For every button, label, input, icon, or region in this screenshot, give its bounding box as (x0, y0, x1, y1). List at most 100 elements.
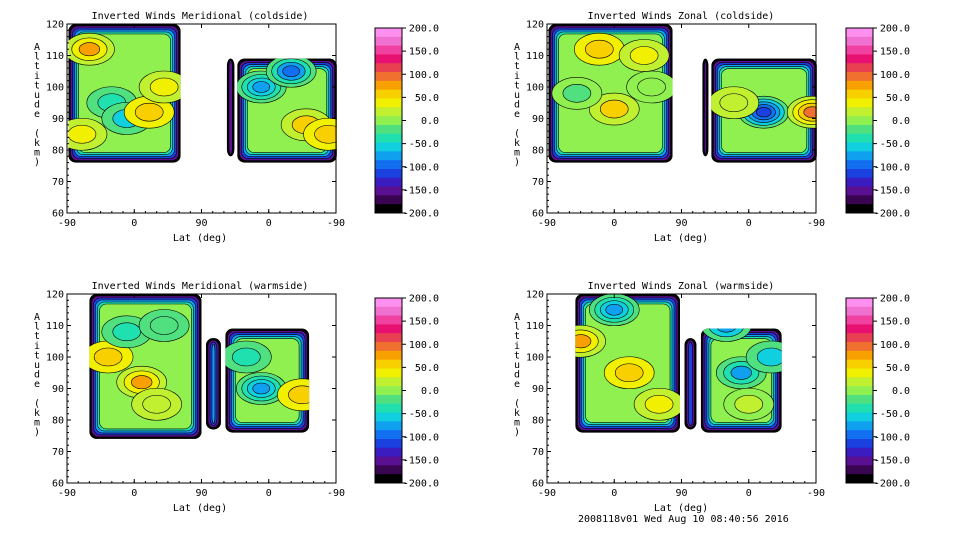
y-axis-label-char: d (514, 100, 520, 111)
y-tick-label: 110 (526, 51, 544, 62)
contour-blob-9 (282, 65, 300, 78)
y-tick-label: 90 (532, 114, 544, 125)
y-axis-label-char: l (34, 52, 40, 63)
y-axis-label-char: l (514, 322, 520, 333)
contour-blob-7 (288, 385, 310, 405)
wind-field (548, 24, 817, 163)
y-axis-label-char: d (514, 370, 520, 381)
contour-blob-6 (252, 382, 271, 395)
colorbar-swatch (846, 298, 873, 308)
contour-blob-5 (149, 77, 179, 97)
y-tick-label: 120 (46, 290, 64, 301)
x-tick-label: 0 (611, 488, 617, 499)
colorbar-swatch (846, 124, 873, 135)
colorbar-label: -50.0 (409, 409, 439, 420)
contour-blob-5 (142, 394, 171, 414)
colorbar-swatch (846, 403, 873, 414)
colorbar-label: 100.0 (880, 340, 910, 351)
y-tick-label: 100 (46, 83, 64, 94)
colorbar-label: -150.0 (874, 455, 910, 466)
colorbar-swatch (375, 36, 402, 47)
panel-2: Inverted Winds Zonal (coldside) 60 70 80 90 1… (514, 11, 910, 244)
y-axis-label-char: k (34, 408, 40, 419)
x-tick-label: -90 (807, 218, 825, 229)
colorbar-swatch (375, 168, 402, 179)
x-tick-label: 90 (675, 218, 687, 229)
y-axis-label-char: i (514, 341, 520, 352)
y-tick-label: 100 (526, 353, 544, 364)
panel-4: Inverted Winds Zonal (warmside) 60 70 80 90 1… (514, 281, 910, 514)
y-axis-label-char: u (514, 90, 520, 101)
y-tick-label: 110 (46, 321, 64, 332)
y-axis-label-char: t (34, 350, 40, 361)
colorbar-swatch (375, 98, 402, 108)
band-2-ring (704, 60, 707, 155)
colorbar-swatch (375, 195, 402, 205)
x-tick-label: -90 (58, 488, 76, 499)
x-tick-label: 0 (746, 218, 752, 229)
contour-blob-4 (149, 316, 179, 335)
y-axis-label-char: t (514, 61, 520, 72)
y-tick-label: 60 (52, 479, 64, 490)
colorbar-swatch (846, 456, 873, 466)
y-axis-label-char: ) (34, 427, 40, 438)
contour-blob-4 (134, 102, 164, 122)
y-tick-label: 90 (52, 384, 64, 395)
y-tick-label: 90 (532, 384, 544, 395)
contour-blob-7 (756, 347, 782, 367)
colorbar-swatch (846, 89, 873, 99)
x-tick-label: 0 (131, 488, 137, 499)
y-axis-label-char: i (34, 341, 40, 352)
y-tick-label: 120 (46, 20, 64, 31)
colorbar-swatch (846, 28, 873, 38)
colorbar-swatch (375, 204, 402, 214)
colorbar-swatch (846, 168, 873, 179)
colorbar-label: 200.0 (880, 24, 910, 35)
colorbar-swatch (375, 377, 402, 387)
chart-title: Inverted Winds Meridional (coldside) (92, 11, 309, 22)
colorbar-swatch (375, 474, 402, 484)
y-axis-label-char: ( (514, 398, 520, 409)
colorbar-label: 50.0 (886, 93, 910, 104)
colorbar-swatch (375, 116, 402, 126)
contour-blob-3 (112, 322, 142, 342)
colorbar-label: -50.0 (880, 409, 910, 420)
x-tick-label: 0 (611, 218, 617, 229)
x-tick-label: 0 (266, 218, 272, 229)
contour-blob-1 (575, 334, 592, 349)
colorbar-swatch (375, 359, 402, 369)
colorbar-label: 0.0 (421, 116, 439, 127)
colorbar-swatch (846, 63, 873, 73)
y-axis-label-char: i (514, 71, 520, 82)
y-axis-label-char: u (34, 360, 40, 371)
colorbar-label: 200.0 (880, 294, 910, 305)
colorbar-label: -100.0 (874, 162, 910, 173)
colorbar-label: -200.0 (874, 209, 910, 220)
colorbar-swatch (846, 142, 873, 152)
colorbar-swatch (375, 28, 402, 38)
colorbar-swatch (375, 412, 402, 422)
y-axis-label-char: A (34, 312, 40, 323)
colorbar-label: 200.0 (409, 24, 439, 35)
colorbar-label: -100.0 (403, 432, 439, 443)
colorbar-swatch (846, 186, 873, 196)
colorbar-label: -150.0 (403, 185, 439, 196)
x-tick-label: -90 (538, 218, 556, 229)
colorbar-swatch (375, 151, 402, 161)
y-tick-label: 90 (52, 114, 64, 125)
contour-blob-8 (708, 313, 745, 338)
contour-blob-3 (605, 303, 624, 316)
x-axis-label: Lat (deg) (173, 503, 227, 514)
y-tick-label: 100 (526, 83, 544, 94)
x-tick-label: -90 (327, 218, 345, 229)
colorbar-swatch (846, 315, 873, 325)
wind-field (575, 294, 782, 433)
colorbar-swatch (846, 342, 873, 352)
colorbar-label: -200.0 (874, 479, 910, 490)
y-axis-label-char: t (34, 331, 40, 342)
colorbar-swatch (375, 89, 402, 99)
band-2-ring (211, 343, 216, 424)
y-axis-label-char: l (514, 52, 520, 63)
colorbar-swatch (375, 350, 402, 361)
